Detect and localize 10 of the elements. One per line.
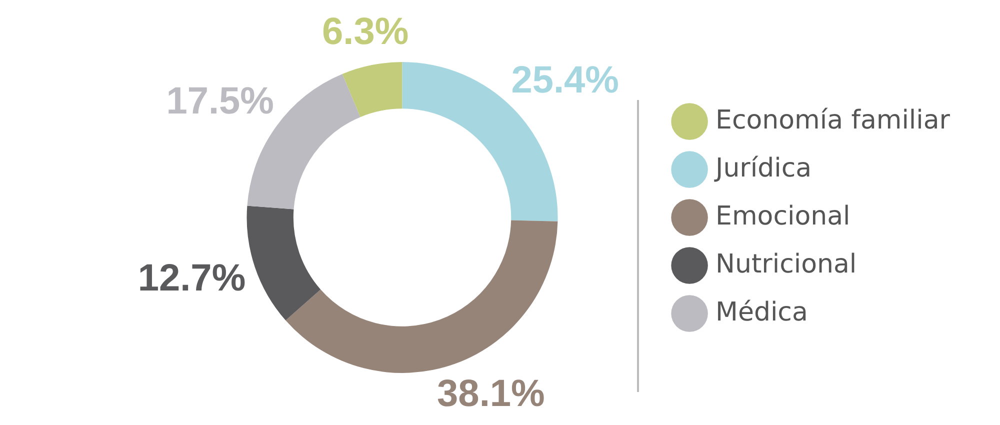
data-label: 17.5% xyxy=(166,80,274,123)
legend-label: Nutricional xyxy=(716,249,857,280)
legend-label: Emocional xyxy=(716,201,850,232)
legend-label: Jurídica xyxy=(714,153,812,184)
legend-label: Economía familiar xyxy=(716,105,950,136)
data-label: 38.1% xyxy=(437,373,545,416)
data-label: 12.7% xyxy=(138,258,246,300)
data-label: 6.3% xyxy=(322,10,409,53)
data-label: 25.4% xyxy=(511,59,619,102)
legend-label: Médica xyxy=(716,297,808,328)
